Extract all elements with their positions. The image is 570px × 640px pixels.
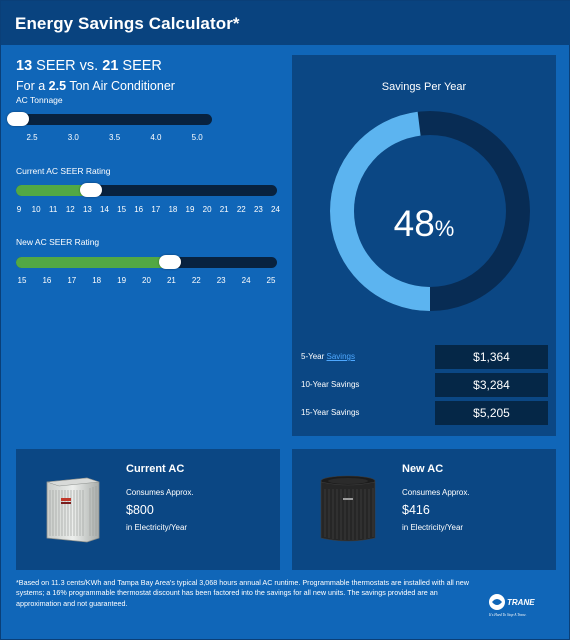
tick-label: 4.0 bbox=[150, 133, 162, 142]
tick-label: 19 bbox=[117, 276, 127, 285]
tick-label: 16 bbox=[134, 205, 144, 214]
new-ac-title: New AC bbox=[402, 463, 444, 475]
savings-percent: 48% bbox=[292, 203, 556, 245]
tick-label: 19 bbox=[185, 205, 195, 214]
new-seer-slider-thumb[interactable] bbox=[159, 255, 182, 269]
tick-label: 22 bbox=[236, 205, 246, 214]
tick-label: 23 bbox=[253, 205, 263, 214]
current-seer-slider-thumb[interactable] bbox=[79, 183, 102, 197]
tick-label: 20 bbox=[142, 276, 151, 285]
new-ac-sub: in Electricity/Year bbox=[402, 523, 464, 532]
footnote: *Based on 11.3 cents/KWh and Tampa Bay A… bbox=[16, 578, 469, 608]
header-bar: Energy Savings Calculator* bbox=[1, 1, 570, 45]
new-ac-unit-image bbox=[320, 475, 376, 542]
new-seer-ticks: 15 16 17 18 19 20 21 22 23 24 25 bbox=[1, 276, 291, 288]
tick-label: 3.5 bbox=[109, 133, 121, 142]
savings-percent-sign: % bbox=[434, 216, 455, 241]
page-title: Energy Savings Calculator* bbox=[15, 14, 240, 33]
tick-label: 25 bbox=[266, 276, 276, 285]
seer-unit-1: SEER vs. bbox=[36, 58, 99, 74]
tick-label: 17 bbox=[151, 205, 161, 214]
tick-label: 12 bbox=[65, 205, 75, 214]
fifteen-year-savings-value: $5,205 bbox=[435, 401, 548, 425]
tick-label: 24 bbox=[241, 276, 251, 285]
new-ac-amount: $416 bbox=[402, 503, 430, 517]
current-seer-ticks: 9 10 11 12 13 14 15 16 17 18 19 20 21 22 23 24 bbox=[1, 205, 291, 217]
tonnage-summary: For a 2.5 Ton Air Conditioner bbox=[16, 79, 175, 93]
tick-label: 14 bbox=[100, 205, 109, 214]
svg-text:TRANE: TRANE bbox=[507, 598, 535, 607]
tick-label: 16 bbox=[42, 276, 52, 285]
five-year-prefix: 5-Year bbox=[301, 352, 325, 361]
current-seer-slider[interactable] bbox=[16, 183, 277, 197]
tick-label: 23 bbox=[216, 276, 226, 285]
tick-label: 5.0 bbox=[191, 133, 203, 142]
trane-logo: TRANE It's Hard To Stop A Trane. bbox=[488, 594, 535, 617]
seer-unit-2: SEER bbox=[122, 58, 162, 74]
tick-label: 17 bbox=[67, 276, 77, 285]
current-seer-label: Current AC SEER Rating bbox=[16, 166, 111, 176]
tick-label: 10 bbox=[31, 205, 41, 214]
current-ac-unit-image bbox=[46, 477, 100, 543]
donut-savings-arc bbox=[330, 111, 530, 311]
savings-title: Savings Per Year bbox=[381, 81, 467, 93]
new-ac-card: New AC Consumes Approx. $416 in Electric… bbox=[292, 449, 556, 570]
tick-label: 2.5 bbox=[26, 133, 38, 142]
tonnage-value: 2.5 bbox=[48, 79, 67, 93]
tick-label: 18 bbox=[168, 205, 178, 214]
svg-text:It's Hard To Stop A Trane.: It's Hard To Stop A Trane. bbox=[488, 613, 527, 617]
savings-link[interactable]: Savings bbox=[326, 352, 355, 361]
tonnage-label: AC Tonnage bbox=[16, 95, 63, 105]
savings-donut-chart bbox=[330, 111, 530, 311]
tick-label: 3.0 bbox=[67, 133, 79, 142]
tonnage-prefix: For a bbox=[16, 79, 46, 93]
current-seer-value: 13 bbox=[16, 58, 33, 74]
current-seer-fill bbox=[16, 185, 91, 196]
fifteen-year-label: 15-Year Savings bbox=[301, 408, 360, 417]
current-ac-consumes: Consumes Approx. bbox=[126, 488, 194, 497]
new-seer-value: 21 bbox=[102, 58, 119, 74]
tick-label: 15 bbox=[17, 276, 27, 285]
tick-label: 24 bbox=[271, 205, 280, 214]
ten-year-label: 10-Year Savings bbox=[301, 380, 360, 389]
current-ac-card: Current AC Consumes Approx. $800 in Elec… bbox=[16, 449, 280, 570]
tick-label: 13 bbox=[82, 205, 92, 214]
savings-percent-value: 48 bbox=[393, 203, 435, 244]
five-year-savings-value: $1,364 bbox=[435, 345, 548, 369]
tick-label: 21 bbox=[166, 276, 176, 285]
tick-label: 18 bbox=[92, 276, 102, 285]
tick-label: 21 bbox=[219, 205, 229, 214]
new-seer-slider[interactable] bbox=[16, 255, 277, 269]
current-ac-amount: $800 bbox=[126, 503, 154, 517]
tick-label: 15 bbox=[117, 205, 127, 214]
new-seer-fill bbox=[16, 257, 171, 268]
new-ac-consumes: Consumes Approx. bbox=[402, 488, 470, 497]
tonnage-slider[interactable] bbox=[7, 112, 212, 126]
ten-year-savings-value: $3,284 bbox=[435, 373, 548, 397]
tonnage-ticks: 2.5 3.0 3.5 4.0 5.0 bbox=[1, 133, 231, 145]
tonnage-slider-thumb[interactable] bbox=[7, 112, 29, 126]
tonnage-suffix: Ton Air Conditioner bbox=[69, 79, 175, 93]
tick-label: 9 bbox=[16, 205, 22, 214]
tick-label: 11 bbox=[49, 205, 58, 214]
five-year-label: 5-Year Savings bbox=[301, 352, 355, 361]
seer-comparison: 13 SEER vs. 21 SEER bbox=[16, 58, 162, 74]
new-seer-label: New AC SEER Rating bbox=[16, 237, 100, 247]
current-ac-title: Current AC bbox=[126, 463, 185, 475]
tick-label: 22 bbox=[191, 276, 201, 285]
current-ac-sub: in Electricity/Year bbox=[126, 523, 188, 532]
tick-label: 20 bbox=[202, 205, 212, 214]
savings-panel: Savings Per Year 48% 5-Year Savings $1,3… bbox=[292, 55, 556, 436]
